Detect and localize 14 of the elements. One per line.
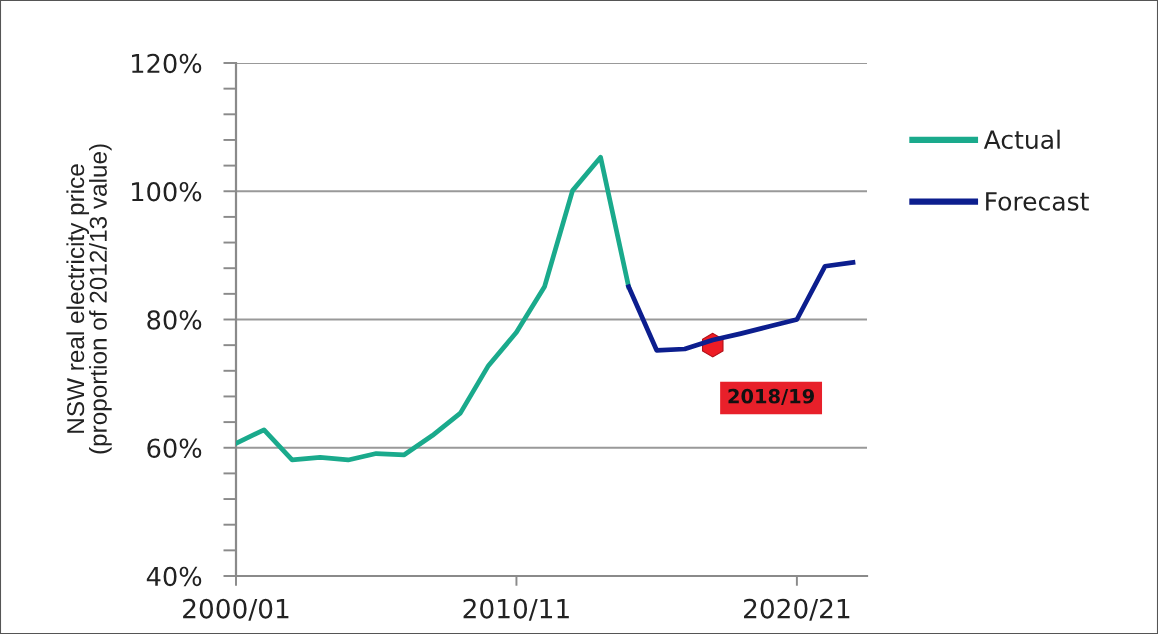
legend-label: Actual <box>983 129 1060 150</box>
x-tick-label: 2010/11 <box>463 598 569 621</box>
line-series <box>236 154 631 463</box>
y-tick-label: 100% <box>132 181 202 202</box>
y-tick-label: 80% <box>147 310 202 330</box>
x-tick-label: 2020/21 <box>744 598 850 621</box>
y-tick-label: 120% <box>132 53 202 74</box>
y-tick-label: 60% <box>147 438 202 458</box>
legend-label: Forecast <box>986 192 1089 211</box>
x-tick-label: 2000/01 <box>183 598 289 621</box>
line-series <box>626 260 856 353</box>
y-tick-label: 40% <box>146 566 202 587</box>
y-axis-title: NSW real electricity price (proportion of 2012/13 value) <box>66 144 112 454</box>
annotation: 2018/19 <box>728 388 814 406</box>
